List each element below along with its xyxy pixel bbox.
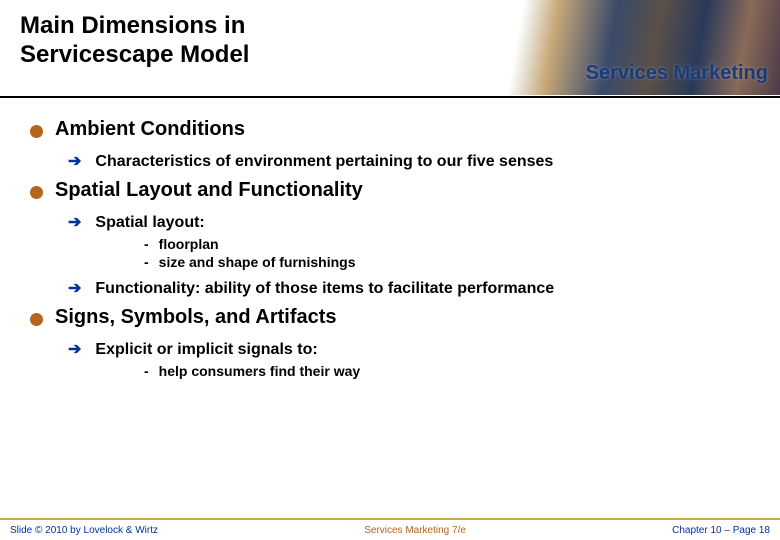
footer-copyright: Slide © 2010 by Lovelock & Wirtz (10, 525, 158, 536)
detail-item: - help consumers find their way (144, 363, 760, 379)
detail-row: - help consumers find their way (144, 363, 760, 379)
sub-item: ➔ Spatial layout: - floorplan - size and… (68, 212, 760, 270)
slide-content: Ambient Conditions ➔ Characteristics of … (0, 100, 780, 379)
bullet-disc-icon (30, 125, 43, 138)
sub-item-row: ➔ Functionality: ability of those items … (68, 278, 760, 298)
slide-footer: Slide © 2010 by Lovelock & Wirtz Service… (0, 518, 780, 540)
sub-item: ➔ Functionality: ability of those items … (68, 278, 760, 298)
arrow-icon: ➔ (68, 339, 81, 359)
arrow-icon: ➔ (68, 278, 81, 298)
detail-text: floorplan (159, 236, 219, 252)
title-line-2: Servicescape Model (20, 41, 249, 68)
arrow-icon: ➔ (68, 212, 81, 232)
sub-item-row: ➔ Explicit or implicit signals to: (68, 339, 760, 359)
section-1: Ambient Conditions ➔ Characteristics of … (30, 118, 760, 171)
sub-item: ➔ Characteristics of environment pertain… (68, 151, 760, 171)
section-heading: Spatial Layout and Functionality (55, 179, 363, 202)
bullet-disc-icon (30, 186, 43, 199)
section-heading-row: Signs, Symbols, and Artifacts (30, 306, 760, 329)
section-heading: Ambient Conditions (55, 118, 245, 141)
header-divider (0, 96, 780, 98)
dash-icon: - (144, 363, 149, 379)
sub-item-text: Spatial layout: (95, 214, 204, 232)
footer-page-ref: Chapter 10 – Page 18 (672, 525, 770, 536)
detail-row: - size and shape of furnishings (144, 254, 760, 270)
detail-row: - floorplan (144, 236, 760, 252)
section-heading-row: Ambient Conditions (30, 118, 760, 141)
slide-header: Main Dimensions in Servicescape Model Se… (0, 0, 780, 100)
footer-book-title: Services Marketing 7/e (364, 525, 466, 536)
sub-item-row: ➔ Characteristics of environment pertain… (68, 151, 760, 171)
sub-item: ➔ Explicit or implicit signals to: - hel… (68, 339, 760, 379)
section-heading-row: Spatial Layout and Functionality (30, 179, 760, 202)
dash-icon: - (144, 236, 149, 252)
arrow-icon: ➔ (68, 151, 81, 171)
sub-item-row: ➔ Spatial layout: (68, 212, 760, 232)
bullet-disc-icon (30, 313, 43, 326)
section-3: Signs, Symbols, and Artifacts ➔ Explicit… (30, 306, 760, 379)
detail-item: - size and shape of furnishings (144, 254, 760, 270)
section-2: Spatial Layout and Functionality ➔ Spati… (30, 179, 760, 298)
sub-item-text: Characteristics of environment pertainin… (95, 153, 553, 171)
detail-item: - floorplan (144, 236, 760, 252)
sub-item-text: Explicit or implicit signals to: (95, 341, 317, 359)
sub-item-text: Functionality: ability of those items to… (95, 280, 554, 298)
dash-icon: - (144, 254, 149, 270)
brand-overlay: Services Marketing (586, 62, 768, 85)
detail-text: help consumers find their way (159, 363, 361, 379)
section-heading: Signs, Symbols, and Artifacts (55, 306, 337, 329)
detail-text: size and shape of furnishings (159, 254, 356, 270)
title-line-1: Main Dimensions in (20, 12, 245, 39)
